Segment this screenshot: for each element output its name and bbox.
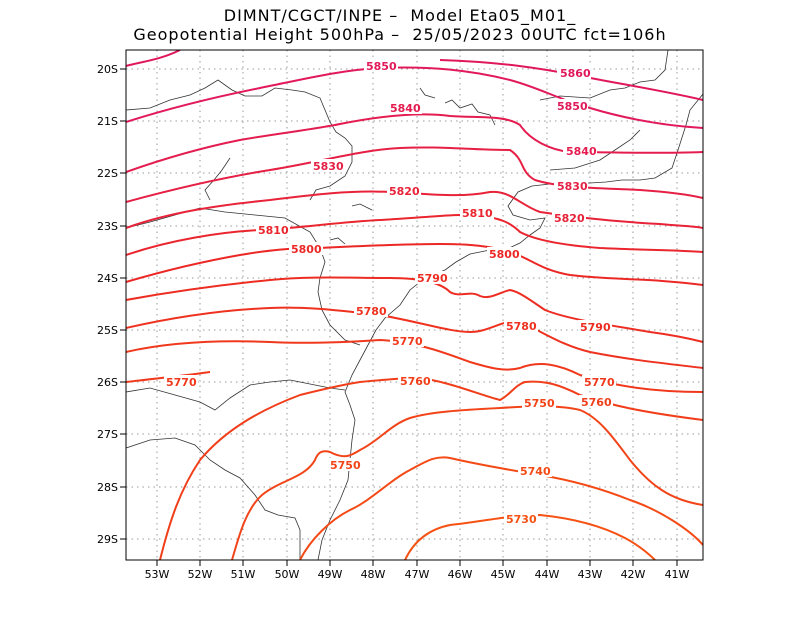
contour-labels: 5850 5860 5840 5850 5840 5830 5830 5820 …	[164, 59, 616, 526]
lon-label: 50W	[275, 568, 300, 581]
contour-label-5820b: 5820	[554, 212, 585, 225]
contour-5730	[404, 513, 656, 560]
contour-label-5840a: 5840	[390, 102, 421, 115]
state-border-path	[549, 129, 641, 171]
lon-label: 42W	[621, 568, 646, 581]
reservoir-path	[444, 99, 496, 126]
state-border-path	[126, 379, 346, 411]
contour-label-5820a: 5820	[389, 185, 420, 198]
contour-5790	[126, 276, 703, 343]
contour-label-5800a: 5800	[291, 243, 322, 256]
lon-label: 46W	[448, 568, 473, 581]
contour-label-5780a: 5780	[356, 305, 387, 318]
lon-label: 44W	[535, 568, 560, 581]
lon-label: 43W	[578, 568, 603, 581]
plot-frame	[125, 49, 704, 561]
contour-5750	[231, 405, 703, 560]
lat-label: 27S	[97, 428, 118, 441]
state-border-path	[539, 50, 669, 101]
lat-label: 25S	[97, 324, 118, 337]
lat-label: 29S	[97, 533, 118, 546]
reservoir-path	[351, 203, 373, 211]
lat-label: 22S	[97, 167, 118, 180]
contour-label-5810b: 5810	[258, 224, 289, 237]
coastline	[126, 50, 703, 560]
lon-label: 48W	[361, 568, 386, 581]
lon-label: 52W	[188, 568, 213, 581]
contour-label-5830a: 5830	[313, 160, 344, 173]
chart-subtitle: Geopotential Height 500hPa – 25/05/2023 …	[133, 25, 667, 44]
contour-label-5840b: 5840	[566, 145, 597, 158]
contour-label-5770a: 5770	[392, 335, 423, 348]
reservoir-path	[329, 237, 346, 245]
lat-axis	[120, 68, 126, 540]
lon-label: 41W	[665, 568, 690, 581]
contour-5740	[299, 456, 703, 560]
border-path	[126, 79, 353, 201]
contour-label-5830b: 5830	[557, 180, 588, 193]
lat-label: 28S	[97, 481, 118, 494]
lat-label: 20S	[97, 63, 118, 76]
lon-axis	[156, 560, 678, 566]
contour-5820	[126, 190, 703, 229]
contour-5840	[126, 113, 703, 173]
lon-labels: 53W 52W 51W 50W 49W 48W 47W 46W 45W 44W …	[145, 568, 690, 581]
lat-labels: 20S 21S 22S 23S 24S 25S 26S 27S 28S 29S	[97, 63, 118, 546]
contour-label-5850a: 5850	[366, 60, 397, 73]
lon-label: 47W	[405, 568, 430, 581]
contour-label-5740: 5740	[520, 465, 551, 478]
contour-label-5750a: 5750	[524, 397, 555, 410]
contour-label-5760a: 5760	[400, 375, 431, 388]
lat-label: 23S	[97, 220, 118, 233]
contour-label-5790a: 5790	[417, 272, 448, 285]
grid	[126, 50, 703, 560]
lat-label: 24S	[97, 272, 118, 285]
contour-label-5770c: 5770	[584, 376, 615, 389]
contour-5780	[126, 306, 703, 369]
contour-label-5790b: 5790	[580, 321, 611, 334]
reservoir-path	[419, 87, 436, 99]
contour-5830	[126, 146, 703, 203]
contour-label-5850b: 5850	[557, 100, 588, 113]
contour-5850	[126, 66, 703, 129]
state-border-path	[126, 437, 301, 560]
contour-label-5780b: 5780	[506, 320, 537, 333]
lon-label: 49W	[318, 568, 343, 581]
contour-5800	[126, 242, 703, 286]
lat-label: 26S	[97, 376, 118, 389]
lat-label: 21S	[97, 115, 118, 128]
chart-title: DIMNT/CGCT/INPE – Model Eta05_M01_	[223, 6, 577, 25]
contour-lines	[126, 50, 703, 560]
lon-label: 45W	[491, 568, 516, 581]
contour-label-5750b: 5750	[330, 459, 361, 472]
lon-label: 51W	[231, 568, 256, 581]
contour-label-5860: 5860	[560, 67, 591, 80]
lon-label: 53W	[145, 568, 170, 581]
contour-5860	[126, 50, 181, 67]
contour-label-5770b: 5770	[166, 376, 197, 389]
contour-label-5810a: 5810	[462, 207, 493, 220]
contour-5760	[159, 376, 703, 560]
contour-label-5800b: 5800	[489, 248, 520, 261]
contour-label-5730: 5730	[506, 513, 537, 526]
contour-label-5760b: 5760	[581, 396, 612, 409]
